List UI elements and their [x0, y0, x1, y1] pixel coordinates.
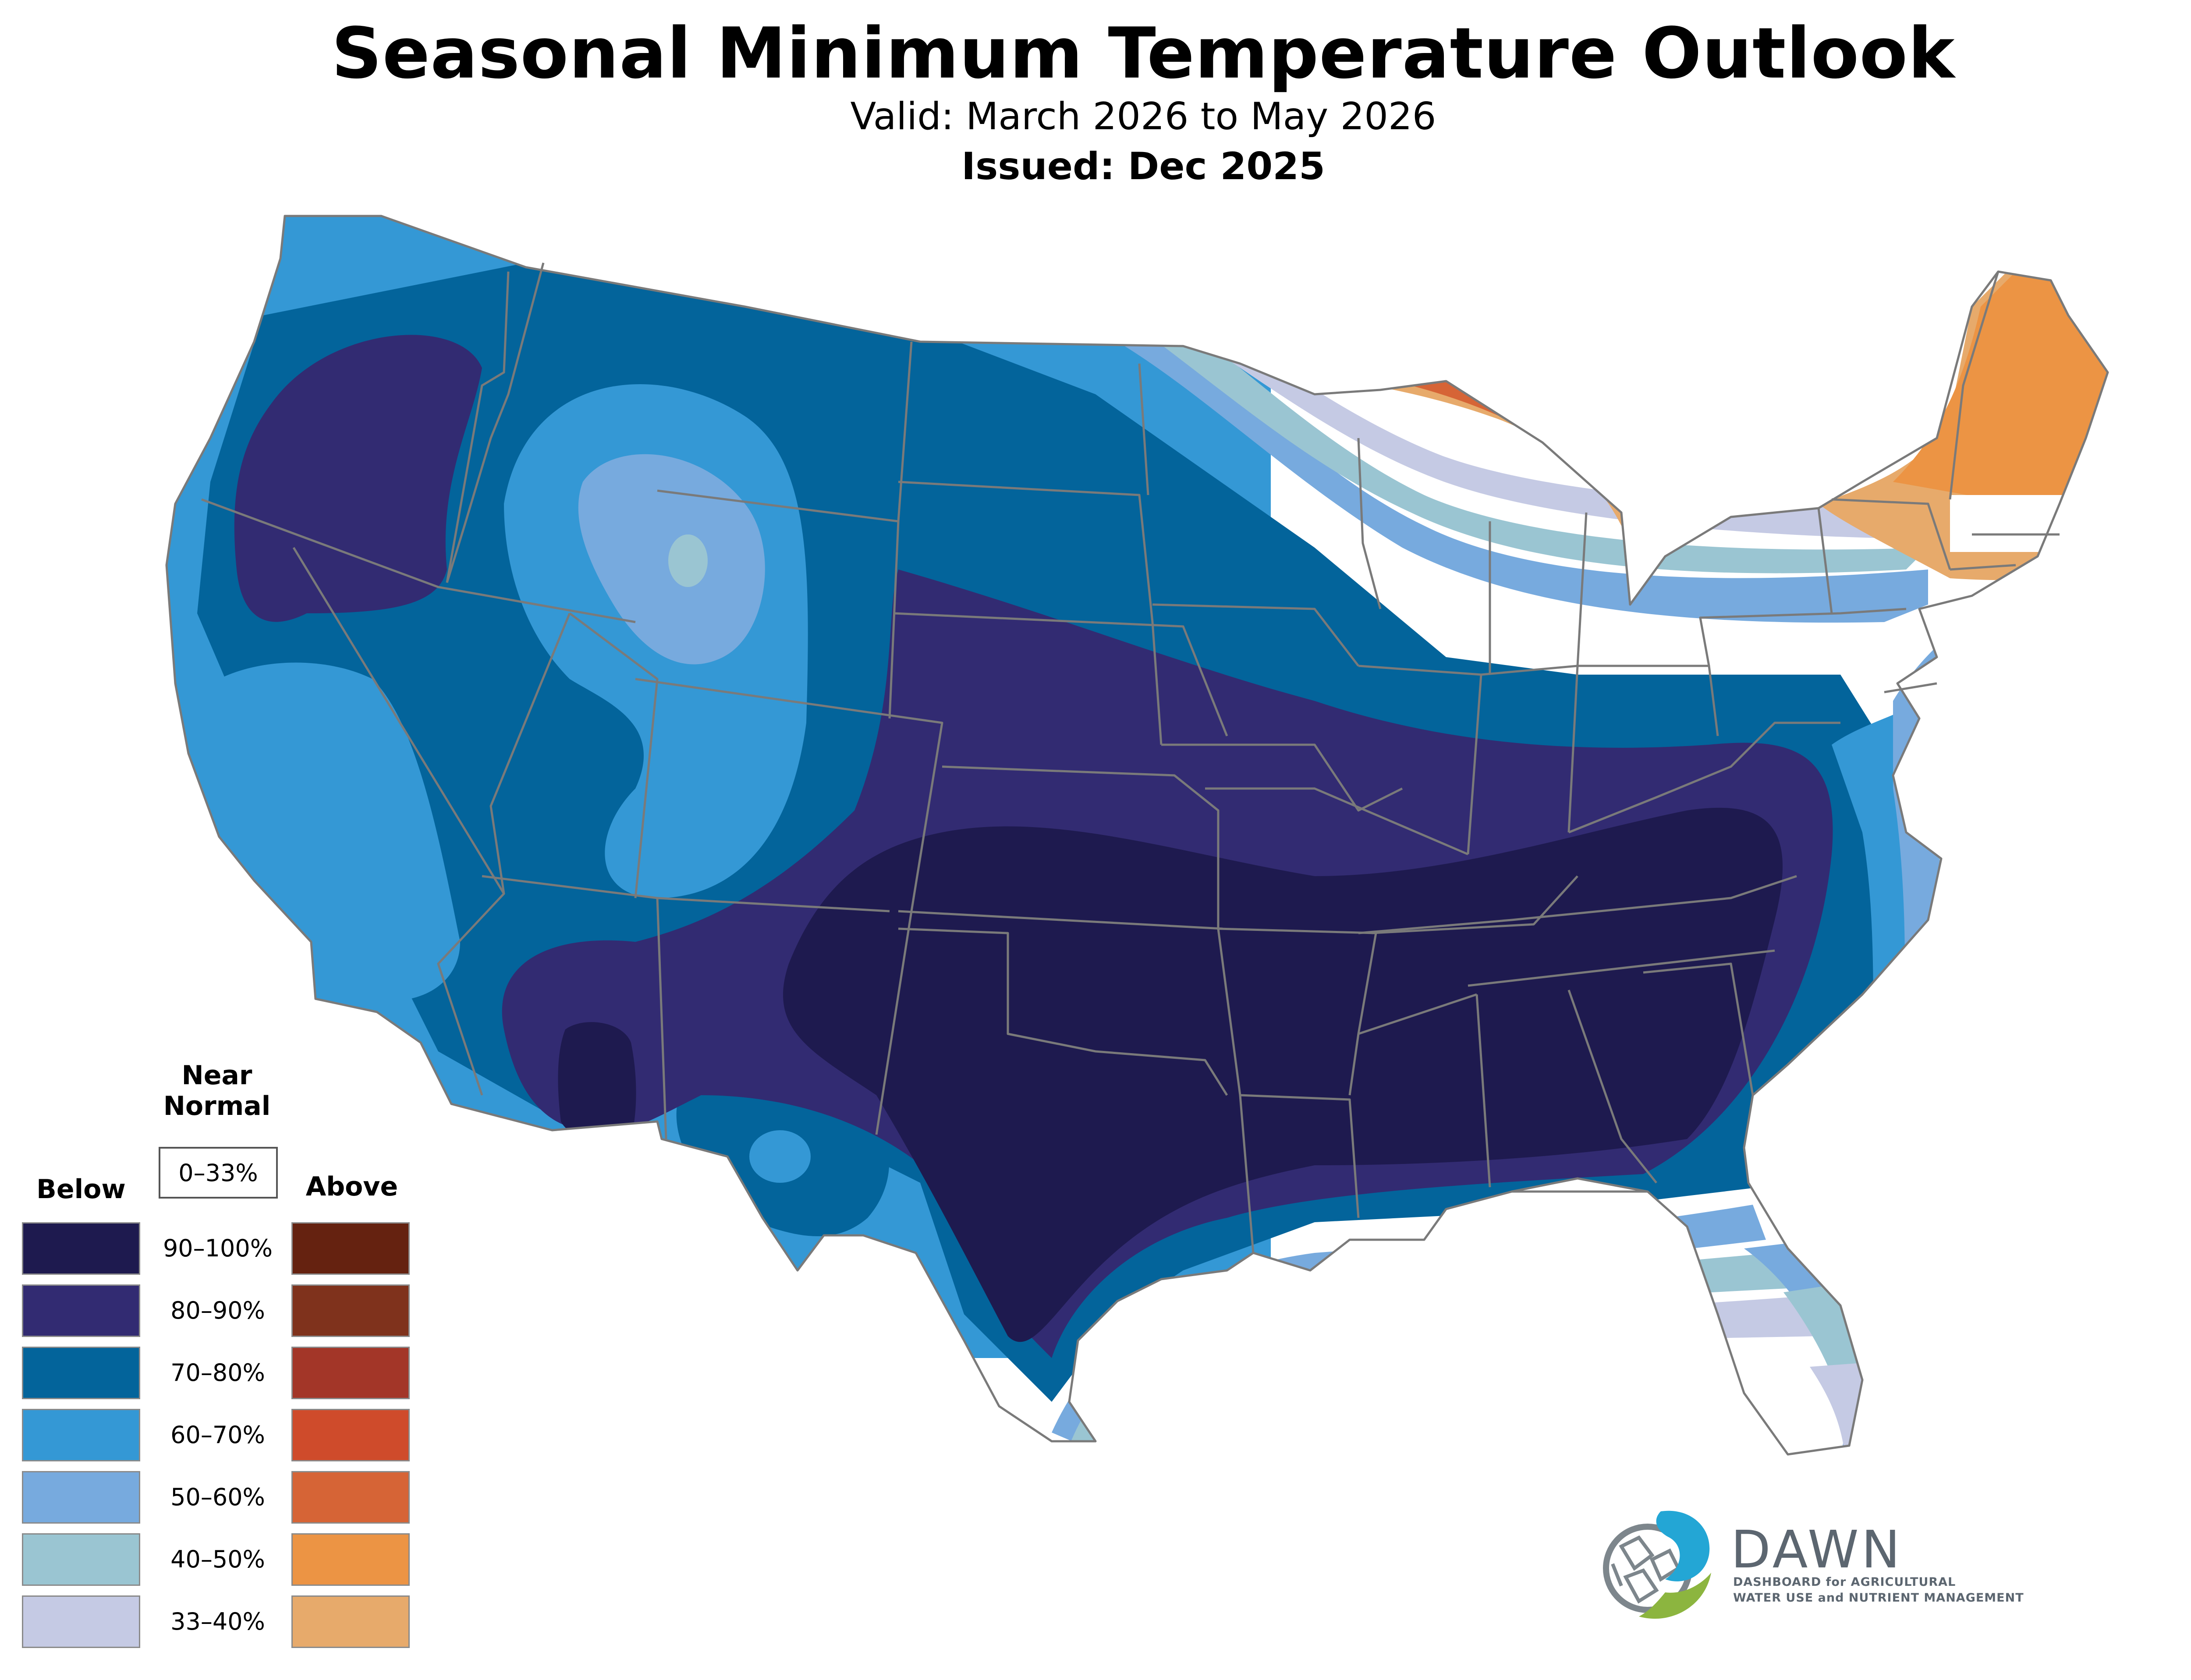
dawn-logo-icon [1603, 1510, 1711, 1619]
legend-above-swatch-60-70 [291, 1409, 410, 1461]
valid-period: Valid: March 2026 to May 2026 [850, 95, 1436, 138]
legend-normal-label: Normal [163, 1091, 271, 1121]
legend-above-swatch-33-40 [291, 1595, 410, 1648]
legend-below-swatch-60-70 [22, 1409, 140, 1461]
legend-above-swatch-90-100 [291, 1222, 410, 1275]
page-title: Seasonal Minimum Temperature Outlook [331, 12, 1955, 94]
dawn-logo-tagline-1: DASHBOARD for AGRICULTURAL [1733, 1575, 1956, 1589]
legend-range-80-90: 80–90% [170, 1297, 265, 1324]
legend-range-33-40: 33–40% [170, 1608, 265, 1635]
us-outline [165, 215, 2109, 1456]
legend-above-swatch-40-50 [291, 1533, 410, 1586]
legend-range-50-60: 50–60% [170, 1483, 265, 1511]
legend-range-70-80: 70–80% [170, 1359, 265, 1386]
legend-range-60-70: 60–70% [170, 1421, 265, 1449]
legend-range-40-50: 40–50% [170, 1546, 265, 1573]
legend-below-swatch-90-100 [22, 1222, 140, 1275]
legend-near-normal-heading: Near Normal [145, 1060, 289, 1121]
dawn-logo-name: DAWN [1731, 1519, 1903, 1580]
legend-below-swatch-50-60 [22, 1471, 140, 1524]
legend-near-label: Near [181, 1060, 252, 1091]
legend-below-swatch-40-50 [22, 1533, 140, 1586]
legend-below-label: Below [36, 1174, 126, 1205]
legend-above-label: Above [305, 1171, 398, 1202]
probability-fill [167, 216, 2108, 1454]
state-boundaries [201, 262, 2060, 1253]
legend-below-swatch-80-90 [22, 1284, 140, 1337]
legend-below-swatch-70-80 [22, 1347, 140, 1399]
legend-near-normal-range: 0–33% [159, 1147, 278, 1199]
legend-range-90-100: 90–100% [163, 1234, 273, 1262]
legend-above-swatch-50-60 [291, 1471, 410, 1524]
issued-date: Issued: Dec 2025 [961, 145, 1325, 188]
dawn-logo-tagline-2: WATER USE and NUTRIENT MANAGEMENT [1733, 1591, 2024, 1605]
legend-above-swatch-80-90 [291, 1284, 410, 1337]
legend-below-swatch-33-40 [22, 1595, 140, 1648]
legend-above-swatch-70-80 [291, 1347, 410, 1399]
